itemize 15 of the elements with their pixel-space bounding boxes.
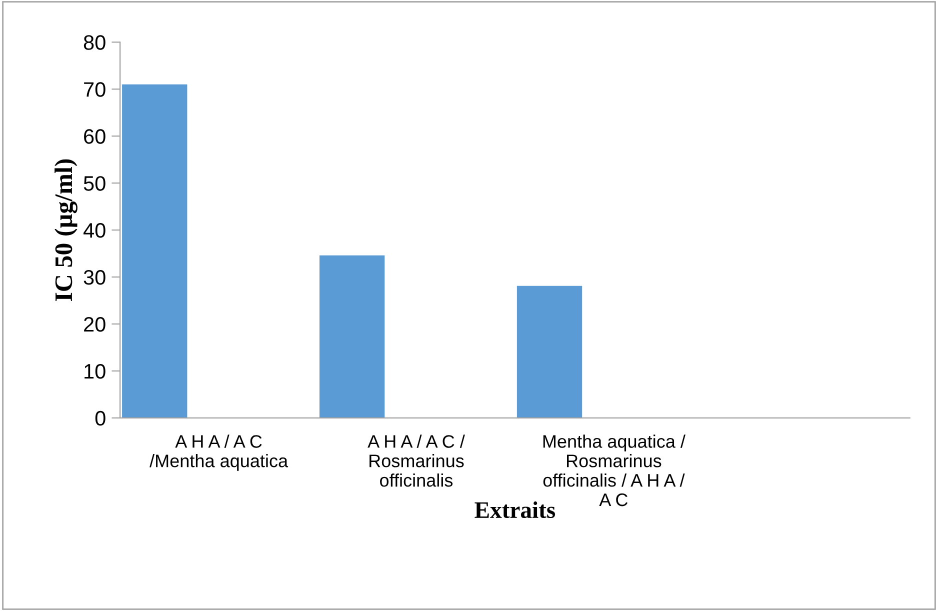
x-tick-label: A H A / A C /Mentha aquatica <box>150 434 288 471</box>
y-tick-label: 10 <box>84 364 106 379</box>
x-tick-label: A H A / A C / Rosmarinus officinalis <box>368 434 465 487</box>
bar <box>122 84 188 418</box>
y-tick-label: 20 <box>84 316 106 332</box>
y-tick-label: 60 <box>84 129 106 144</box>
y-tick-label: 70 <box>84 82 106 97</box>
y-tick-label: 40 <box>83 223 106 238</box>
y-tick-label: 50 <box>84 176 106 191</box>
bar <box>319 255 385 418</box>
y-tick-label: 80 <box>84 35 106 50</box>
y-axis-title: IC 50 (µg/ml) <box>54 159 78 301</box>
y-tick-label: 0 <box>95 410 106 426</box>
bar <box>516 286 582 418</box>
y-tick-label: 30 <box>84 270 106 285</box>
